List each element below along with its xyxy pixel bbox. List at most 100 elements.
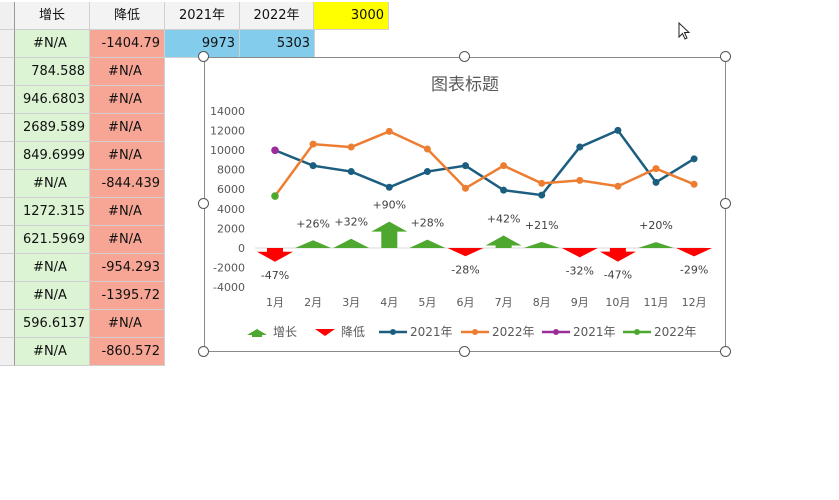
legend-marker-icon bbox=[553, 329, 559, 335]
chart-title[interactable]: 图表标题 bbox=[431, 75, 499, 95]
increase-cell[interactable]: 849.6999 bbox=[15, 142, 90, 170]
legend-marker-icon bbox=[634, 329, 640, 335]
data-point bbox=[690, 155, 698, 163]
row-header[interactable] bbox=[0, 254, 15, 282]
data-point bbox=[538, 191, 546, 199]
resize-handle[interactable] bbox=[459, 51, 470, 62]
change-label: +21% bbox=[525, 219, 559, 232]
increase-arrow bbox=[638, 242, 674, 248]
legend-marker-icon bbox=[390, 329, 396, 335]
decrease-arrow bbox=[599, 248, 636, 262]
row-header[interactable] bbox=[0, 226, 15, 254]
data-point bbox=[309, 162, 317, 170]
data-point bbox=[423, 168, 431, 176]
legend-label: 2022年 bbox=[654, 325, 697, 339]
increase-cell[interactable]: 2689.589 bbox=[15, 114, 90, 142]
resize-handle[interactable] bbox=[198, 51, 209, 62]
y-tick-label: 2000 bbox=[217, 222, 245, 235]
x-tick-label: 9月 bbox=[571, 296, 589, 309]
series-line-2022年 bbox=[273, 130, 695, 197]
x-tick-label: 1月 bbox=[266, 296, 284, 309]
decrease-cell[interactable]: -844.439 bbox=[90, 170, 165, 198]
resize-handle[interactable] bbox=[198, 346, 209, 357]
value-2022-cell[interactable]: 5303 bbox=[240, 30, 315, 58]
increase-cell[interactable]: 1272.315 bbox=[15, 198, 90, 226]
increase-cell[interactable]: #N/A bbox=[15, 30, 90, 58]
y-tick-label: -4000 bbox=[213, 281, 245, 294]
increase-cell[interactable]: 946.6803 bbox=[15, 86, 90, 114]
decrease-cell[interactable]: #N/A bbox=[90, 142, 165, 170]
resize-handle[interactable] bbox=[720, 346, 731, 357]
y-tick-label: -2000 bbox=[213, 262, 245, 275]
increase-cell[interactable]: #N/A bbox=[15, 338, 90, 366]
increase-cell[interactable]: 621.5969 bbox=[15, 226, 90, 254]
decrease-cell[interactable]: #N/A bbox=[90, 226, 165, 254]
data-point bbox=[538, 179, 546, 187]
data-point bbox=[385, 127, 393, 135]
decrease-arrow bbox=[257, 248, 293, 262]
increase-cell[interactable]: 596.6137 bbox=[15, 310, 90, 338]
decrease-cell[interactable]: #N/A bbox=[90, 198, 165, 226]
resize-handle[interactable] bbox=[720, 198, 731, 209]
change-label: -47% bbox=[604, 269, 632, 282]
header-cell[interactable]: 降低 bbox=[90, 2, 165, 30]
legend-label: 2022年 bbox=[492, 325, 535, 339]
data-point bbox=[462, 162, 469, 170]
decrease-cell[interactable]: #N/A bbox=[90, 310, 165, 338]
increase-cell[interactable]: #N/A bbox=[15, 254, 90, 282]
increase-cell[interactable]: #N/A bbox=[15, 170, 90, 198]
decrease-cell[interactable]: -860.572 bbox=[90, 338, 165, 366]
data-point bbox=[500, 162, 508, 170]
data-point bbox=[462, 184, 469, 192]
row-header[interactable] bbox=[0, 30, 15, 58]
row-header[interactable] bbox=[0, 198, 15, 226]
resize-handle[interactable] bbox=[459, 346, 470, 357]
increase-cell[interactable]: #N/A bbox=[15, 282, 90, 310]
y-tick-label: 8000 bbox=[217, 164, 245, 177]
decrease-cell[interactable]: -1404.79 bbox=[90, 30, 165, 58]
data-point bbox=[500, 186, 508, 194]
decrease-cell[interactable]: #N/A bbox=[90, 114, 165, 142]
row-header[interactable] bbox=[0, 142, 15, 170]
row-header[interactable] bbox=[0, 282, 15, 310]
decrease-cell[interactable]: -954.293 bbox=[90, 254, 165, 282]
increase-cell[interactable]: 784.588 bbox=[15, 58, 90, 86]
change-label: -29% bbox=[680, 263, 708, 276]
header-cell[interactable]: 2022年 bbox=[240, 2, 314, 30]
y-tick-label: 10000 bbox=[210, 144, 245, 157]
row-header[interactable] bbox=[0, 310, 15, 338]
resize-handle[interactable] bbox=[198, 198, 209, 209]
data-point bbox=[576, 143, 584, 151]
change-label: -32% bbox=[566, 264, 594, 277]
change-label: -47% bbox=[261, 269, 289, 282]
data-point bbox=[385, 183, 393, 191]
resize-handle[interactable] bbox=[720, 51, 731, 62]
data-point bbox=[614, 126, 622, 134]
data-point bbox=[576, 176, 584, 184]
decrease-arrow bbox=[676, 248, 713, 257]
row-header[interactable] bbox=[0, 2, 15, 30]
header-cell[interactable]: 2021年 bbox=[165, 2, 240, 30]
row-header[interactable] bbox=[0, 114, 15, 142]
decrease-cell[interactable]: #N/A bbox=[90, 58, 165, 86]
change-label: -28% bbox=[451, 263, 479, 276]
highlight-point bbox=[271, 146, 279, 155]
legend-label: 降低 bbox=[341, 325, 365, 339]
data-point bbox=[652, 165, 660, 173]
increase-arrow bbox=[333, 238, 370, 248]
mouse-cursor-icon bbox=[678, 22, 691, 40]
row-header[interactable] bbox=[0, 58, 15, 86]
decrease-cell[interactable]: -1395.72 bbox=[90, 282, 165, 310]
x-tick-label: 8月 bbox=[533, 296, 551, 309]
chart[interactable]: 图表标题 14000 12000 10000 8000 6000 4000 2000 0 -20… bbox=[204, 57, 726, 352]
row-header[interactable] bbox=[0, 170, 15, 198]
row-header[interactable] bbox=[0, 86, 15, 114]
header-cell[interactable]: 增长 bbox=[15, 2, 90, 30]
legend-label: 2021年 bbox=[573, 325, 616, 339]
x-tick-label: 10月 bbox=[605, 296, 630, 309]
threshold-cell[interactable]: 3000 bbox=[314, 2, 389, 30]
decrease-cell[interactable]: #N/A bbox=[90, 86, 165, 114]
change-label: +26% bbox=[296, 217, 330, 230]
x-tick-label: 5月 bbox=[418, 296, 436, 309]
row-header[interactable] bbox=[0, 338, 15, 366]
